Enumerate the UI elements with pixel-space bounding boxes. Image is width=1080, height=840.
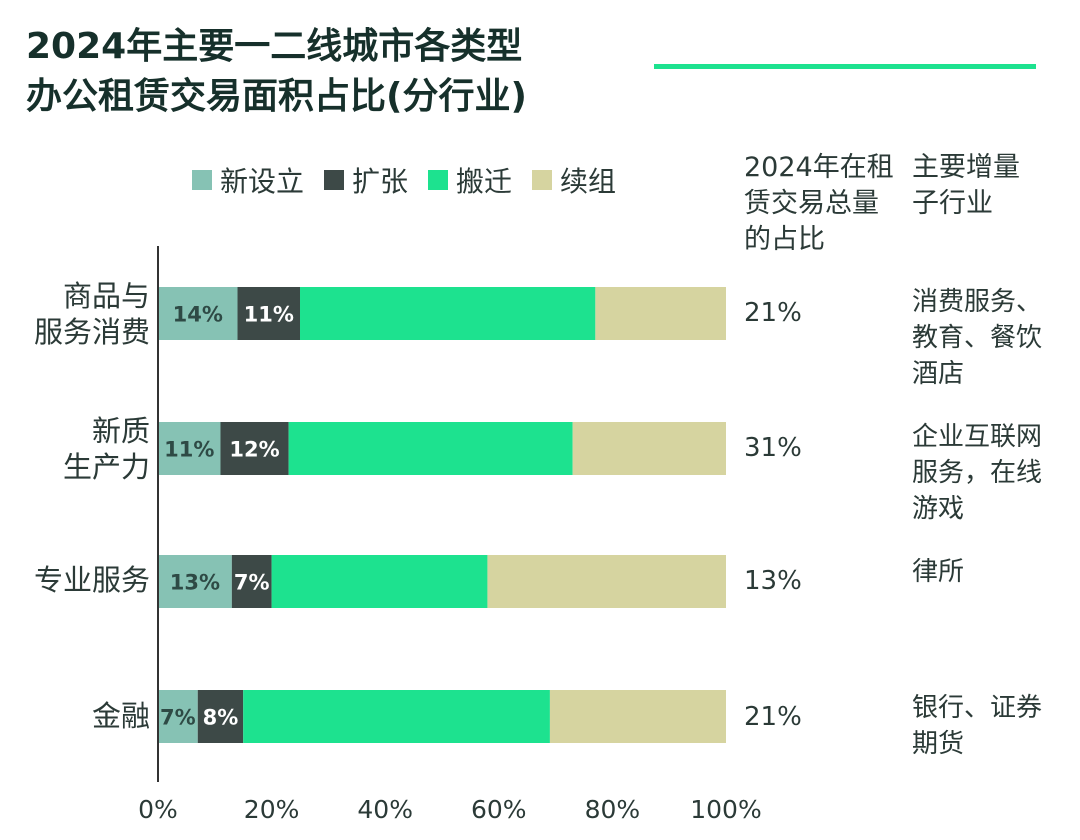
share-header-line: 的占比 (744, 224, 825, 255)
x-tick-label: 80% (585, 795, 641, 824)
sub-industry-professional: 律所 (912, 554, 1062, 590)
bar-segment (243, 690, 550, 743)
legend-swatch (428, 170, 449, 190)
sub-industry-header-line: 主要增量 (912, 152, 1020, 183)
legend-item-renewal: 续组 (532, 160, 616, 200)
sub-industry-line: 企业互联网 (912, 422, 1043, 452)
legend: 新设立 扩张 搬迁 续组 (192, 160, 636, 200)
share-header-line: 2024年在租 (744, 152, 894, 183)
chart-title-line: 办公租赁交易面积占比(分行业) (26, 76, 527, 117)
share-column-header: 2024年在租 赁交易总量 的占比 (744, 150, 904, 258)
sub-industry-line: 酒店 (912, 359, 965, 389)
bar-value-label: 14% (173, 303, 223, 327)
category-label-new-productivity: 新质 生产力 (0, 413, 150, 485)
bar-value-label: 8% (203, 706, 239, 730)
bar-value-label: 7% (234, 571, 270, 595)
category-label-finance: 金融 (0, 698, 150, 734)
legend-swatch (532, 170, 553, 190)
x-tick-label: 40% (357, 795, 413, 824)
sub-industry-line: 律所 (912, 557, 965, 587)
sub-industry-finance: 银行、证券 期货 (912, 690, 1062, 762)
bar-value-label: 11% (244, 303, 294, 327)
bar-value-label: 11% (164, 438, 214, 462)
bar-value-label: 13% (170, 571, 220, 595)
bar-segment (237, 287, 300, 340)
sub-industry-column-header: 主要增量 子行业 (912, 150, 1052, 222)
bar-segment (572, 422, 726, 475)
category-label-consumer: 商品与 服务消费 (0, 278, 150, 350)
category-label-professional: 专业服务 (0, 562, 150, 598)
chart-title: 2024年主要一二线城市各类型 办公租赁交易面积占比(分行业) (26, 22, 646, 122)
bar-segment (595, 287, 726, 340)
bar-segment (231, 555, 272, 608)
legend-item-expansion: 扩张 (324, 160, 408, 200)
share-header-line: 赁交易总量 (744, 188, 879, 219)
bar-segment (220, 422, 289, 475)
bar-segment (271, 555, 488, 608)
x-tick-label: 100% (690, 795, 761, 824)
category-label-line: 专业服务 (33, 563, 150, 597)
legend-label: 新设立 (220, 165, 305, 198)
x-tick-label: 60% (471, 795, 527, 824)
legend-item-relocation: 搬迁 (428, 160, 512, 200)
legend-label: 扩张 (352, 165, 409, 198)
sub-industry-consumer: 消费服务、 教育、餐饮 酒店 (912, 284, 1062, 392)
bar-segment (288, 422, 573, 475)
share-value-consumer: 21% (744, 298, 802, 328)
sub-industry-line: 教育、餐饮 (912, 323, 1043, 353)
legend-swatch (192, 170, 212, 190)
sub-industry-line: 游戏 (912, 494, 965, 524)
bar-segment (197, 690, 244, 743)
sub-industry-line: 服务，在线 (912, 458, 1043, 488)
bar-segment (158, 422, 221, 475)
category-label-line: 商品与 (62, 279, 150, 313)
share-value-new-productivity: 31% (744, 433, 802, 463)
title-accent-rule (654, 64, 1036, 69)
sub-industry-line: 银行、证券 (912, 693, 1043, 723)
sub-industry-new-productivity: 企业互联网 服务，在线 游戏 (912, 419, 1062, 527)
x-tick-label: 0% (138, 795, 178, 824)
category-label-line: 生产力 (62, 450, 150, 484)
share-value-professional: 13% (744, 566, 802, 596)
legend-swatch (324, 170, 345, 190)
share-value-finance: 21% (744, 702, 802, 732)
bar-value-label: 12% (229, 438, 279, 462)
category-label-line: 服务消费 (33, 315, 150, 349)
sub-industry-header-line: 子行业 (912, 188, 993, 219)
bar-segment (487, 555, 726, 608)
bar-segment (158, 690, 198, 743)
legend-item-new: 新设立 (192, 160, 304, 200)
bar-value-label: 7% (160, 706, 196, 730)
chart-title-line: 2024年主要一二线城市各类型 (26, 26, 523, 67)
legend-label: 搬迁 (456, 165, 513, 198)
category-label-line: 金融 (91, 699, 150, 733)
sub-industry-line: 期货 (912, 729, 965, 759)
legend-label: 续组 (560, 165, 617, 198)
bar-segment (158, 287, 238, 340)
bar-segment (158, 555, 232, 608)
x-tick-label: 20% (244, 795, 300, 824)
bar-segment (549, 690, 726, 743)
category-label-line: 新质 (91, 414, 150, 448)
bar-segment (300, 287, 596, 340)
sub-industry-line: 消费服务、 (912, 287, 1043, 317)
